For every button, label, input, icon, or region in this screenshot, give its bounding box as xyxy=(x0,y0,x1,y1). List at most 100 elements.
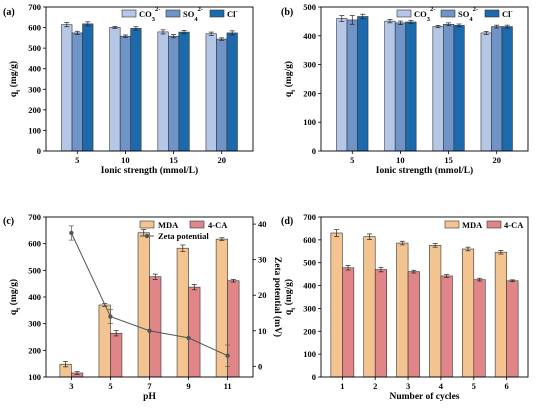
bar xyxy=(357,16,369,152)
y-tick-label: 200 xyxy=(28,345,41,355)
bar xyxy=(330,232,343,378)
bar xyxy=(109,27,121,152)
bar-series-3 xyxy=(82,21,238,152)
bar xyxy=(188,286,201,378)
bar xyxy=(82,23,94,152)
bar xyxy=(473,279,486,378)
x-axis: 1 2 3 4 5 6 Number of cycles xyxy=(340,377,509,402)
legend: CO32- SO42- Cl- xyxy=(396,6,513,23)
bar xyxy=(501,26,513,152)
x-tick-label: 3 xyxy=(406,381,410,391)
bar xyxy=(119,35,131,152)
bar xyxy=(336,18,348,152)
bar xyxy=(227,280,240,378)
legend-label: CO32- xyxy=(139,6,160,23)
bar xyxy=(130,28,142,152)
x-axis: 3 5 7 9 11 pH xyxy=(69,377,232,402)
bar xyxy=(407,271,420,378)
legend-swatch xyxy=(440,9,456,18)
bar xyxy=(346,19,358,152)
legend-swatch xyxy=(396,9,412,18)
y-tick-label: 400 xyxy=(303,31,316,41)
y-tick-label: 400 xyxy=(28,64,41,74)
y-tick-label: 100 xyxy=(28,125,41,135)
x-axis-label: Number of cycles xyxy=(389,392,459,402)
x-axis: 5 10 15 20 Ionic strength (mmol/L) xyxy=(350,151,501,176)
y-tick-label: 600 xyxy=(28,239,41,249)
x-tick-label: 15 xyxy=(444,155,453,165)
plot-frame xyxy=(320,6,529,152)
bar xyxy=(168,35,180,152)
bar xyxy=(226,32,238,152)
y-tick-label: 400 xyxy=(303,281,316,291)
bar xyxy=(110,332,123,378)
legend-swatch xyxy=(486,220,502,229)
legend-swatch xyxy=(165,9,181,18)
zeta-line-series xyxy=(68,225,231,367)
legend-line-label: Zeta potential xyxy=(158,231,209,241)
zeta-point xyxy=(147,328,152,333)
bar xyxy=(71,32,83,152)
bar xyxy=(61,24,73,152)
bar-series-2 xyxy=(71,273,240,378)
legend-label: 4-CA xyxy=(208,220,228,230)
bar xyxy=(342,267,355,378)
bar xyxy=(149,276,162,378)
chart-panel-4: (d) 0 100 200 300 400 500 600 700 qt (mg/g) 1 2 3 4 5 6… xyxy=(281,212,529,402)
y-tick-label: 100 xyxy=(303,349,316,359)
legend-swatch xyxy=(209,9,225,18)
bar xyxy=(432,26,444,152)
bar xyxy=(429,245,442,378)
bar xyxy=(491,26,503,152)
y-tick-label: 700 xyxy=(28,212,41,222)
bar xyxy=(205,33,217,152)
legend-label: 4-CA xyxy=(504,220,524,230)
y-tick-label: 100 xyxy=(28,372,41,382)
legend-label: Cl- xyxy=(502,8,513,19)
x-tick-label: 5 xyxy=(472,381,476,391)
bar xyxy=(363,236,376,378)
bar xyxy=(405,21,417,152)
chart-panel-1: (a) 0 100 200 300 400 500 600 700 qt (mg/g) 5 10 15 2… xyxy=(3,2,254,176)
bar xyxy=(480,32,492,152)
y-tick-label: 700 xyxy=(28,2,41,12)
panel-label: (d) xyxy=(281,216,293,227)
right-axis: 0 10 20 30 40 Zeta potential (mV) xyxy=(253,219,283,371)
panel-label: (c) xyxy=(3,216,14,227)
y-tick-label: 0 xyxy=(312,372,316,382)
y-tick-label: 0 xyxy=(312,146,316,156)
bar xyxy=(443,23,455,152)
bar-series-1 xyxy=(59,229,228,378)
y-tick-label: 200 xyxy=(28,105,41,115)
legend: MDA 4-CA xyxy=(444,220,524,230)
legend-swatch xyxy=(189,220,205,229)
y-tick-label: 300 xyxy=(303,60,316,70)
x-tick-label: 2 xyxy=(373,381,377,391)
x-tick-label: 20 xyxy=(217,155,226,165)
y-axis-label: qt (mg/g) xyxy=(8,279,22,315)
y-axis: 0 100 200 300 400 500 600 700 qt (mg/g) xyxy=(283,212,321,382)
right-tick-label: 20 xyxy=(258,290,267,300)
x-tick-label: 5 xyxy=(75,155,79,165)
plot-frame xyxy=(320,216,529,378)
y-tick-label: 500 xyxy=(28,43,41,53)
bar xyxy=(506,280,519,378)
bar-series-2 xyxy=(71,30,228,152)
bar xyxy=(440,275,453,378)
legend-line-marker xyxy=(144,233,150,239)
x-tick-label: 4 xyxy=(439,381,444,391)
panel-label: (a) xyxy=(3,7,15,18)
y-axis: 0 100 200 300 400 500 qt (mg/g) xyxy=(283,2,321,156)
bar xyxy=(374,269,388,378)
legend: CO32- SO42- Cl- xyxy=(121,6,238,23)
x-tick-label: 7 xyxy=(147,381,152,391)
y-tick-label: 300 xyxy=(303,303,316,313)
y-tick-label: 100 xyxy=(303,117,316,127)
x-axis-label: Ionic strength (mmol/L) xyxy=(101,165,198,176)
legend-label: Cl- xyxy=(227,8,238,19)
y-tick-label: 200 xyxy=(303,88,316,98)
x-axis: 5 10 15 20 Ionic strength (mmol/L) xyxy=(75,151,226,176)
y-axis-label: qt (mg/g) xyxy=(283,279,297,315)
x-tick-label: 20 xyxy=(492,155,501,165)
